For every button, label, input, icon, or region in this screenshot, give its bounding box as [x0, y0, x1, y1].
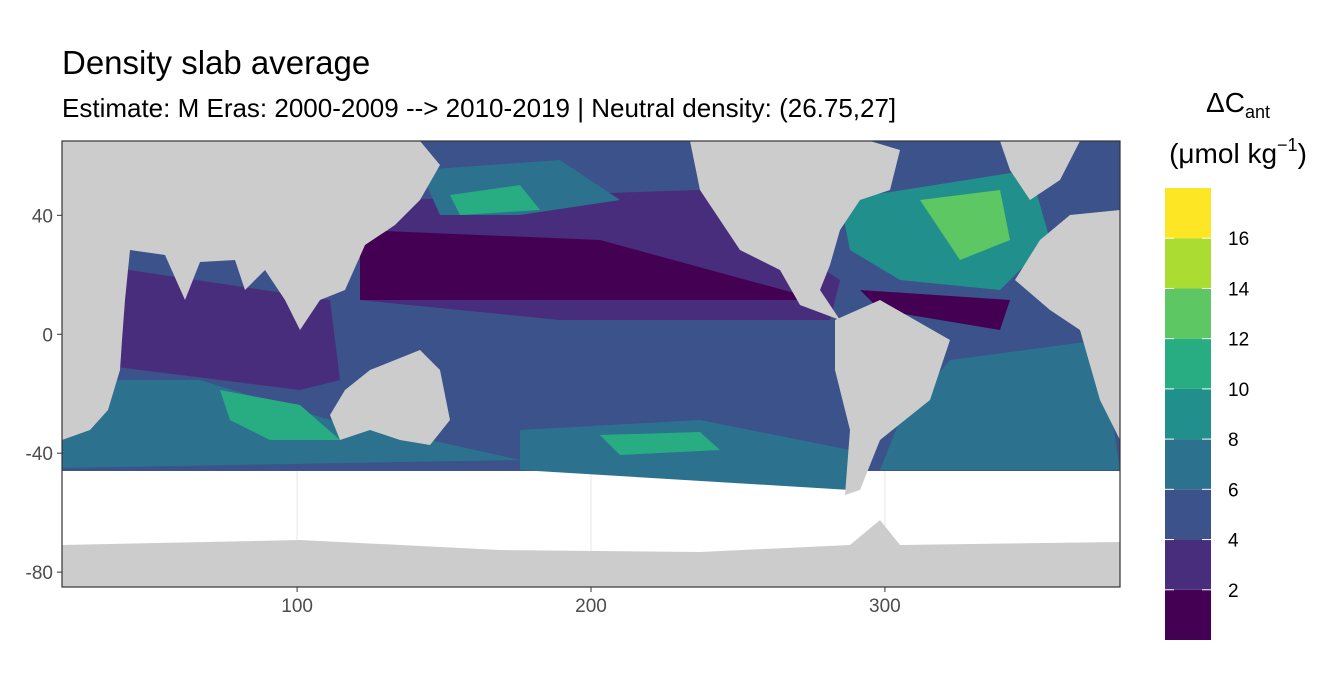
legend-close: ) — [1298, 138, 1307, 169]
y-tick-label: 40 — [32, 206, 53, 227]
legend-bin — [1165, 288, 1211, 339]
land — [1015, 210, 1120, 440]
antarctica — [62, 520, 1120, 587]
ocean-patch — [450, 185, 540, 215]
y-tick-label: 0 — [42, 325, 53, 346]
map — [62, 141, 1120, 587]
land — [62, 141, 440, 440]
y-tick-label: -40 — [26, 444, 53, 465]
legend-label: 8 — [1228, 430, 1239, 451]
legend-label: 12 — [1228, 330, 1249, 351]
land — [835, 300, 950, 495]
legend-label: 6 — [1228, 480, 1239, 501]
x-tick-label: 100 — [281, 596, 313, 617]
legend-subscript: ant — [1245, 102, 1270, 122]
land — [1000, 141, 1080, 200]
land — [330, 350, 450, 445]
ocean-patch — [920, 190, 1010, 260]
ocean-patch — [600, 432, 720, 455]
y-tick-label: -80 — [26, 563, 53, 584]
legend-bin — [1165, 238, 1211, 289]
legend-bin — [1165, 439, 1211, 490]
legend-bin — [1165, 589, 1211, 640]
chart-title: Density slab average — [62, 44, 370, 81]
legend-unit-text: (μmol kg — [1169, 138, 1277, 169]
legend: 2 4 6 8 10 12 14 16 — [1165, 188, 1250, 640]
legend-bin — [1165, 188, 1211, 239]
legend-bin — [1165, 338, 1211, 389]
ocean-satl — [880, 340, 1120, 470]
ocean-patch — [220, 390, 340, 440]
land — [690, 141, 900, 320]
legend-exponent: −1 — [1277, 135, 1298, 155]
x-tick-label: 300 — [869, 596, 901, 617]
legend-bin — [1165, 539, 1211, 590]
legend-label: 2 — [1228, 581, 1239, 602]
legend-symbol: ΔC — [1206, 87, 1245, 118]
legend-label: 10 — [1228, 380, 1249, 401]
legend-bin — [1165, 388, 1211, 440]
legend-label: 16 — [1228, 229, 1249, 250]
legend-bin — [1165, 489, 1211, 540]
x-tick-label: 200 — [575, 596, 607, 617]
legend-unit: (μmol kg−1) — [1169, 135, 1307, 169]
legend-label: 14 — [1228, 279, 1250, 300]
legend-label: 4 — [1228, 531, 1239, 552]
legend-title: ΔCant — [1206, 87, 1270, 122]
ocean-pacific-core — [360, 230, 820, 300]
ocean-indian — [62, 260, 340, 390]
ocean-patch — [860, 290, 1010, 330]
chart-subtitle: Estimate: M Eras: 2000-2009 --> 2010-201… — [62, 93, 896, 123]
